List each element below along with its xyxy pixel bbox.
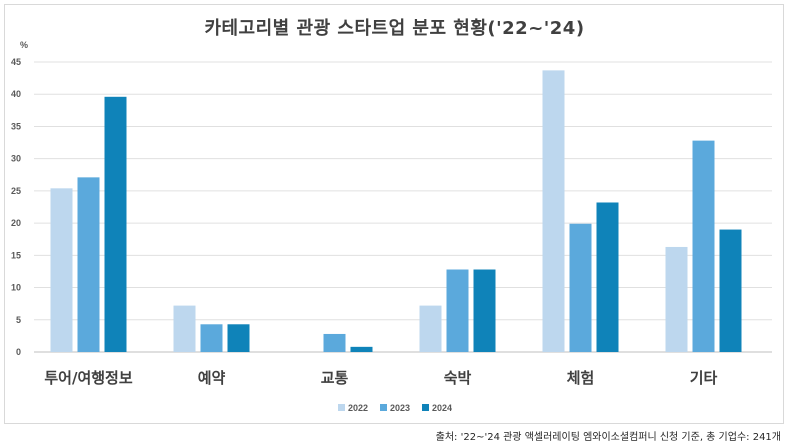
x-category-label: 체험 [567,369,595,387]
y-tick-label: 25 [11,186,21,196]
bar-2023 [323,333,346,352]
bar-2023 [569,223,592,352]
x-category-label: 기타 [690,369,718,387]
source-note: 출처: '22~'24 관광 액셀러레이팅 엠와이소셜컴퍼니 신청 기준, 총 … [435,432,781,443]
legend-swatch-2022 [338,404,345,411]
bar-2022 [665,246,688,352]
x-category-label: 교통 [321,369,349,387]
y-tick-label: 40 [11,89,21,99]
y-tick-label: 5 [16,315,21,325]
bar-2024 [719,229,742,352]
legend-swatch-2024 [422,404,429,411]
bar-2023 [77,177,100,352]
legend-label: 2024 [432,403,452,413]
y-tick-label: 20 [11,218,21,228]
y-tick-label: 15 [11,250,21,260]
y-tick-label: 35 [11,121,21,131]
y-tick-label: 45 [11,57,21,67]
x-category-label: 숙박 [444,369,472,387]
legend-label: 2023 [390,403,410,413]
bar-2022 [50,188,73,352]
bar-2024 [350,346,373,352]
y-tick-label: 0 [16,347,21,357]
bar-2022 [542,70,565,352]
y-axis-unit: % [20,40,29,50]
bar-2022 [419,305,442,352]
bar-2024 [227,324,250,352]
bar-2022 [173,305,196,352]
bar-2024 [596,202,619,352]
legend-swatch-2023 [380,404,387,411]
bar-2024 [104,96,127,352]
bar-2023 [446,269,469,352]
bar-2023 [692,140,715,352]
x-category-label: 투어/여행정보 [44,369,132,387]
chart-frame [4,4,784,424]
legend-label: 2022 [348,403,368,413]
bar-2023 [200,324,223,352]
chart-title: 카테고리별 관광 스타트업 분포 현황('22~'24) [204,18,585,39]
y-tick-label: 30 [11,154,21,164]
y-tick-label: 10 [11,283,21,293]
x-category-label: 예약 [198,369,226,387]
bar-2024 [473,269,496,352]
